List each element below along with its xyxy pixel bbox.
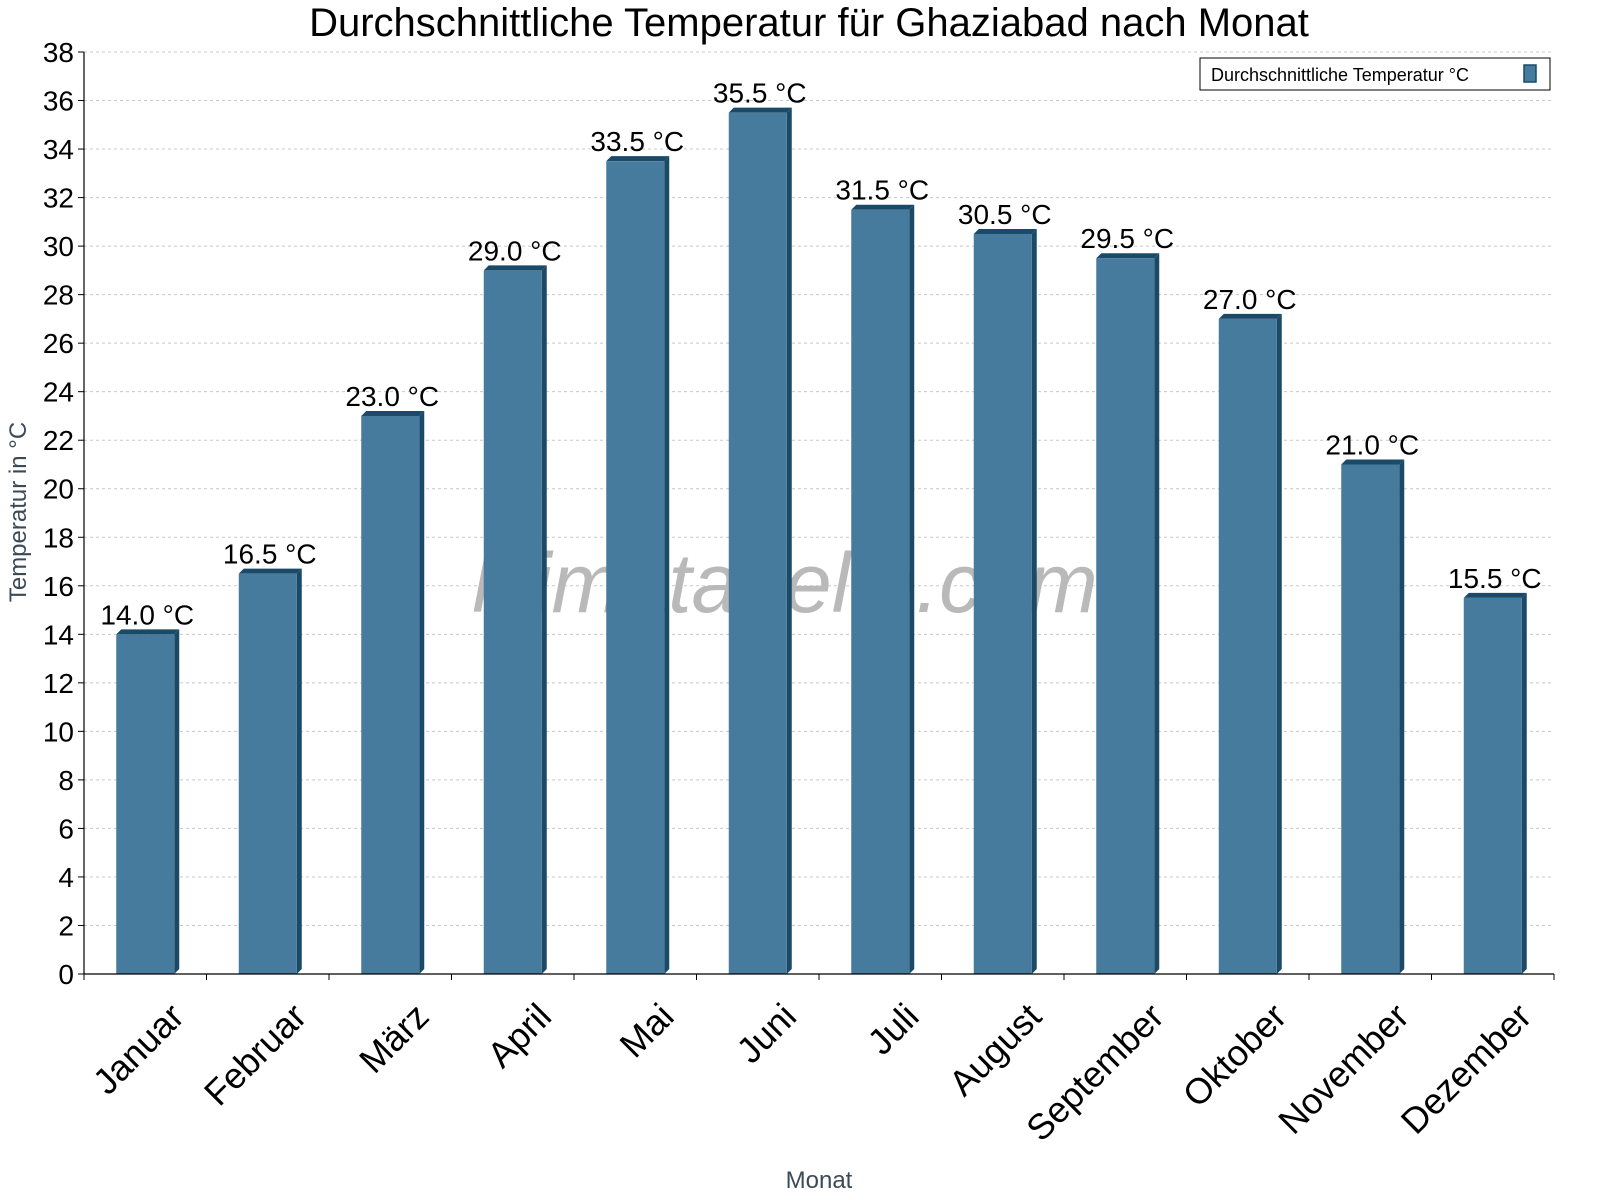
y-axis-title: Temperatur in °C: [5, 422, 32, 602]
y-tick-label: 18: [43, 522, 74, 553]
value-label: 14.0 °C: [100, 599, 194, 630]
bar: [483, 270, 542, 974]
value-label: 23.0 °C: [345, 381, 439, 412]
bar-side: [1399, 459, 1405, 974]
x-tick-label: Mai: [612, 995, 682, 1065]
y-tick-label: 22: [43, 425, 74, 456]
bar-side: [296, 568, 302, 974]
value-label: 27.0 °C: [1203, 284, 1297, 315]
y-tick-label: 36: [43, 86, 74, 117]
bar-side: [419, 410, 425, 974]
chart-title: Durchschnittliche Temperatur für Ghaziab…: [309, 1, 1309, 45]
bar: [1096, 258, 1155, 975]
bar-top: [116, 629, 180, 635]
legend-label: Durchschnittliche Temperatur °C: [1211, 65, 1469, 85]
bar-top: [361, 410, 425, 416]
value-label: 31.5 °C: [835, 175, 929, 206]
bar-top: [1463, 592, 1527, 598]
value-label: 15.5 °C: [1448, 563, 1542, 594]
y-tick-label: 0: [58, 959, 74, 990]
x-tick-label: Juli: [859, 995, 926, 1062]
y-tick-label: 20: [43, 474, 74, 505]
bar: [1463, 597, 1522, 974]
bar-top: [606, 156, 670, 162]
bar-side: [909, 204, 915, 975]
x-tick-label: März: [351, 995, 437, 1081]
bar-top: [973, 228, 1037, 234]
x-tick-label: Februar: [196, 995, 314, 1113]
value-label: 29.5 °C: [1080, 223, 1174, 254]
bar: [361, 415, 420, 974]
y-tick-label: 32: [43, 183, 74, 214]
x-tick-label: April: [479, 995, 559, 1075]
bar: [116, 634, 175, 974]
bar: [973, 233, 1032, 974]
y-tick-label: 16: [43, 571, 74, 602]
bar-top: [1341, 459, 1405, 465]
legend-swatch: [1523, 64, 1537, 83]
bar-side: [1521, 592, 1527, 974]
y-tick-label: 38: [43, 37, 74, 68]
y-tick-label: 12: [43, 668, 74, 699]
bar-top: [728, 107, 792, 113]
x-tick-label: Dezember: [1393, 995, 1539, 1141]
bar-side: [541, 265, 547, 974]
bar: [851, 209, 910, 975]
value-label: 35.5 °C: [713, 78, 807, 109]
value-labels: 14.0 °C 16.5 °C 23.0 °C 29.0 °C 33.5 °C 35.5 …: [100, 78, 1541, 631]
y-tick-label: 24: [43, 377, 74, 408]
y-tick-label: 6: [58, 813, 74, 844]
value-label: 16.5 °C: [223, 539, 317, 570]
bar: [1218, 318, 1277, 974]
y-tick-label: 34: [43, 134, 74, 165]
bar-side: [786, 107, 792, 974]
bar-top: [1096, 253, 1160, 259]
y-tick-label: 28: [43, 280, 74, 311]
x-tick-label: Oktober: [1175, 995, 1295, 1115]
x-tick-label: August: [941, 995, 1049, 1103]
y-tick-label: 30: [43, 231, 74, 262]
bar: [1341, 464, 1400, 974]
legend: Durchschnittliche Temperatur °C: [1199, 57, 1551, 91]
bar: [606, 161, 665, 974]
bar: [238, 573, 297, 974]
bar-top: [1218, 313, 1282, 319]
value-label: 30.5 °C: [958, 199, 1052, 230]
bar-side: [1031, 228, 1037, 974]
y-tick-label: 2: [58, 910, 74, 941]
value-label: 29.0 °C: [468, 235, 562, 266]
x-tick-label: Juni: [728, 995, 804, 1071]
bar-top: [483, 265, 547, 271]
bars: [116, 107, 1527, 975]
bar: [728, 112, 787, 974]
grid-lines: [84, 51, 1554, 926]
y-tick-label: 26: [43, 328, 74, 359]
legend-box: [1199, 57, 1551, 91]
bar-top: [851, 204, 915, 210]
y-tick-label: 4: [58, 862, 74, 893]
y-tick-label: 10: [43, 716, 74, 747]
bar-side: [1154, 253, 1160, 975]
bar-top: [238, 568, 302, 574]
bar-side: [174, 629, 180, 974]
value-label: 33.5 °C: [590, 126, 684, 157]
x-tick-label: Januar: [85, 995, 192, 1102]
x-axis-title: Monat: [786, 1167, 853, 1194]
value-label: 21.0 °C: [1325, 429, 1419, 460]
x-tick-label: November: [1270, 995, 1416, 1141]
y-tick-label: 14: [43, 619, 74, 650]
bar-side: [664, 156, 670, 974]
bar-side: [1276, 313, 1282, 974]
y-tick-label: 8: [58, 765, 74, 796]
